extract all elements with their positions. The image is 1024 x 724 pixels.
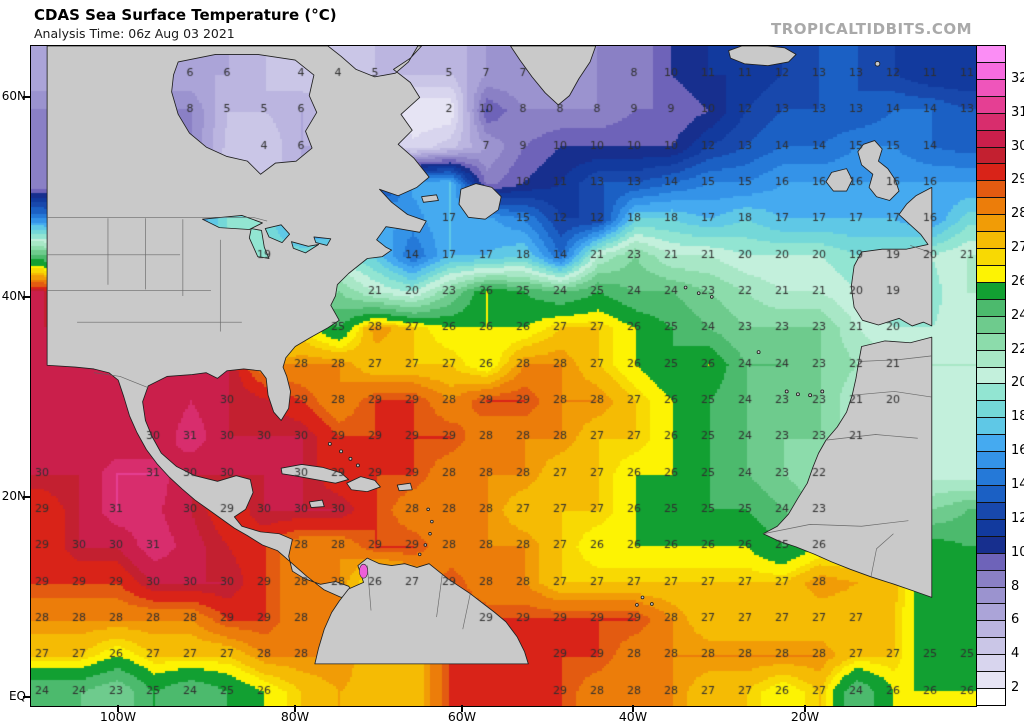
lat-tick	[23, 496, 31, 498]
colorbar-segment	[977, 604, 1005, 622]
colorbar-segment	[977, 621, 1005, 639]
colorbar-segment	[977, 689, 1005, 705]
colorbar-tick-8: 8	[1011, 578, 1020, 594]
colorbar-segment	[977, 316, 1005, 334]
lon-label-60W: 60W	[447, 709, 477, 724]
colorbar-segment	[977, 536, 1005, 554]
colorbar-tick-20: 20	[1011, 375, 1024, 391]
watermark: TROPICALTIDBITS.COM	[771, 20, 972, 38]
lon-tick	[294, 705, 296, 712]
colorbar-tick-22: 22	[1011, 341, 1024, 357]
colorbar-segment	[977, 96, 1005, 114]
colorbar-segment	[977, 265, 1005, 283]
lat-label-20N: 20N	[1, 489, 26, 503]
lat-label-EQ: EQ	[8, 689, 26, 703]
colorbar-segment	[977, 452, 1005, 470]
colorbar-tick-10: 10	[1011, 544, 1024, 560]
colorbar-segment	[977, 587, 1005, 605]
page-title: CDAS Sea Surface Temperature (°C)	[34, 6, 337, 24]
lon-label-80W: 80W	[280, 709, 310, 724]
lon-tick	[117, 705, 119, 712]
lon-label-40W: 40W	[618, 709, 648, 724]
map-frame	[30, 45, 977, 707]
lon-tick	[632, 705, 634, 712]
colorbar-tick-2: 2	[1011, 680, 1020, 696]
colorbar-tick-24: 24	[1011, 307, 1024, 323]
colorbar-segment	[977, 401, 1005, 419]
colorbar-segment	[977, 469, 1005, 486]
sst-value-labels	[31, 46, 976, 706]
colorbar-segment	[977, 62, 1005, 80]
colorbar-tick-31: 31	[1011, 104, 1024, 120]
lat-tick	[23, 96, 31, 98]
colorbar-segment	[977, 46, 1005, 63]
colorbar-segment	[977, 113, 1005, 131]
colorbar-segment	[977, 502, 1005, 520]
colorbar-segment	[977, 435, 1005, 453]
colorbar-segment	[977, 485, 1005, 503]
colorbar-tick-14: 14	[1011, 477, 1024, 492]
colorbar-segment	[977, 299, 1005, 317]
colorbar-segment	[977, 333, 1005, 351]
colorbar-tick-6: 6	[1011, 612, 1020, 628]
colorbar-segment	[977, 147, 1005, 165]
colorbar-tick-16: 16	[1011, 443, 1024, 459]
colorbar-segment	[977, 249, 1005, 266]
colorbar-tick-30: 30	[1011, 138, 1024, 154]
colorbar-tick-4: 4	[1011, 646, 1020, 662]
colorbar-segment	[977, 215, 1005, 233]
colorbar-segment	[977, 655, 1005, 673]
colorbar-tick-28: 28	[1011, 206, 1024, 222]
lat-tick	[23, 296, 31, 298]
lat-tick	[23, 696, 31, 698]
analysis-time: Analysis Time: 06z Aug 03 2021	[34, 26, 235, 41]
colorbar-segment	[977, 367, 1005, 385]
lon-label-100W: 100W	[99, 709, 137, 724]
colorbar-segment	[977, 181, 1005, 199]
colorbar-segment	[977, 672, 1005, 690]
colorbar	[976, 45, 1006, 706]
colorbar-segment	[977, 232, 1005, 250]
lat-label-40N: 40N	[1, 289, 26, 303]
colorbar-segment	[977, 553, 1005, 571]
colorbar-tick-18: 18	[1011, 409, 1024, 425]
colorbar-tick-32: 32	[1011, 70, 1024, 86]
colorbar-segment	[977, 638, 1005, 656]
colorbar-segment	[977, 130, 1005, 148]
colorbar-tick-12: 12	[1011, 510, 1024, 526]
colorbar-segment	[977, 282, 1005, 300]
colorbar-tick-26: 26	[1011, 273, 1024, 289]
colorbar-segment	[977, 519, 1005, 537]
colorbar-segment	[977, 164, 1005, 182]
colorbar-segment	[977, 570, 1005, 588]
colorbar-segment	[977, 418, 1005, 436]
lon-label-20W: 20W	[790, 709, 820, 724]
colorbar-segment	[977, 79, 1005, 97]
colorbar-tick-27: 27	[1011, 240, 1024, 256]
colorbar-segment	[977, 350, 1005, 368]
colorbar-tick-29: 29	[1011, 172, 1024, 188]
colorbar-segment	[977, 384, 1005, 402]
lon-tick	[461, 705, 463, 712]
colorbar-segment	[977, 198, 1005, 216]
lat-label-60N: 60N	[1, 89, 26, 103]
lon-tick	[804, 705, 806, 712]
